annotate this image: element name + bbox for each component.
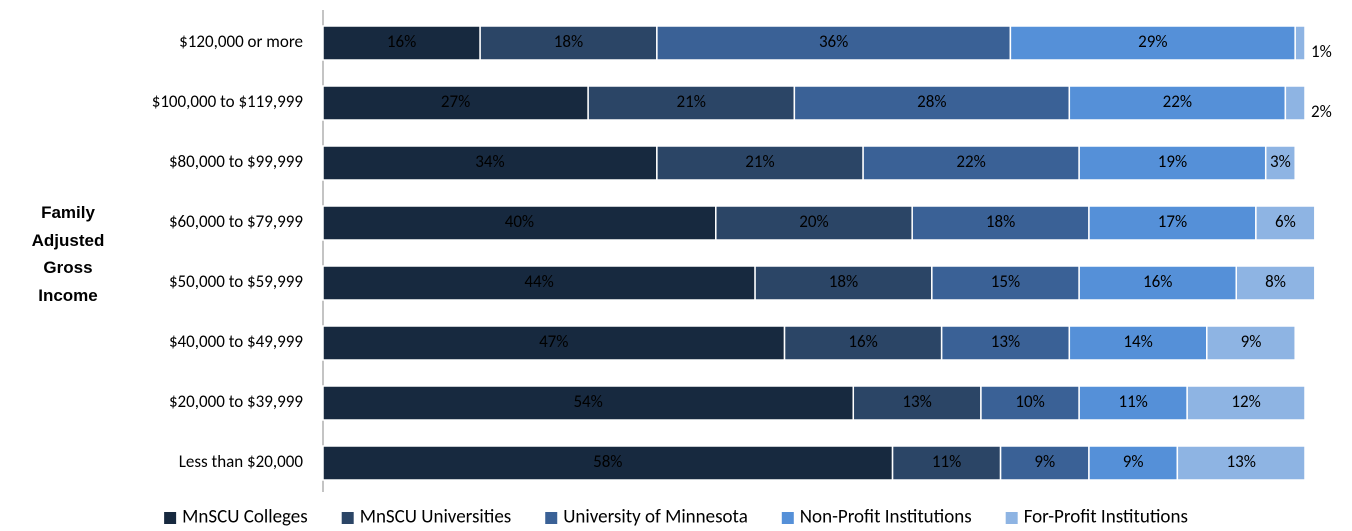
data-label: 21% bbox=[745, 151, 774, 172]
bar-segment bbox=[1255, 205, 1316, 241]
data-label: 54% bbox=[573, 391, 602, 412]
data-label: 12% bbox=[1231, 391, 1260, 412]
bar-segment bbox=[656, 145, 864, 181]
bar-segment bbox=[911, 205, 1090, 241]
y-tick-label: $100,000 to $119,999 bbox=[152, 91, 304, 112]
legend-label: University of Minnesota bbox=[563, 506, 748, 529]
legend-label: MnSCU Colleges bbox=[182, 506, 308, 529]
data-label: 2% bbox=[1311, 101, 1332, 122]
legend-label: Non-Profit Institutions bbox=[800, 506, 972, 529]
bar-segment bbox=[931, 265, 1080, 301]
data-label: 16% bbox=[387, 31, 416, 52]
data-label: 8% bbox=[1265, 271, 1286, 292]
legend-label: For-Profit Institutions bbox=[1024, 506, 1188, 529]
data-label: 34% bbox=[475, 151, 504, 172]
bar-segment bbox=[1186, 385, 1306, 421]
data-label: 13% bbox=[1226, 451, 1255, 472]
bar-segment bbox=[322, 385, 855, 421]
bar-segment bbox=[1088, 445, 1179, 481]
data-label: 10% bbox=[1015, 391, 1044, 412]
bar-segment bbox=[715, 205, 913, 241]
data-label: 9% bbox=[1034, 451, 1055, 472]
data-label: 9% bbox=[1123, 451, 1144, 472]
bar-segment bbox=[322, 445, 894, 481]
data-label: 18% bbox=[986, 211, 1015, 232]
bar-segment bbox=[852, 385, 982, 421]
data-label: 1% bbox=[1311, 41, 1332, 62]
data-label: 13% bbox=[902, 391, 931, 412]
legend-label: MnSCU Universities bbox=[360, 506, 512, 529]
bar-segment bbox=[754, 265, 933, 301]
bar-segment bbox=[1206, 325, 1296, 361]
legend-marker bbox=[164, 512, 177, 524]
data-label: 22% bbox=[1163, 91, 1192, 112]
bar-segment bbox=[1264, 145, 1296, 181]
data-label: 13% bbox=[991, 331, 1020, 352]
data-label: 20% bbox=[799, 211, 828, 232]
bar-segment bbox=[1078, 385, 1188, 421]
data-label: 17% bbox=[1158, 211, 1187, 232]
data-label: 11% bbox=[1118, 391, 1147, 412]
data-label: 3% bbox=[1270, 151, 1291, 172]
bar-segment bbox=[1068, 325, 1208, 361]
data-label: 21% bbox=[677, 91, 706, 112]
data-label: 47% bbox=[539, 331, 568, 352]
y-tick-label: $40,000 to $49,999 bbox=[169, 331, 303, 352]
y-axis-label: Family Adjusted Gross Income bbox=[31, 203, 105, 305]
data-label: 44% bbox=[524, 271, 553, 292]
bar-segment bbox=[862, 145, 1080, 181]
bar-segment bbox=[1294, 25, 1306, 61]
data-label: 40% bbox=[505, 211, 534, 232]
bar-segment bbox=[1176, 445, 1306, 481]
data-label: 15% bbox=[991, 271, 1020, 292]
y-tick-label: $120,000 or more bbox=[179, 31, 303, 52]
y-tick-label: $60,000 to $79,999 bbox=[169, 211, 303, 232]
y-tick-label: $20,000 to $39,999 bbox=[169, 391, 303, 412]
data-label: 16% bbox=[848, 331, 877, 352]
legend-marker bbox=[545, 512, 558, 524]
data-label: 14% bbox=[1123, 331, 1152, 352]
y-tick-label: Less than $20,000 bbox=[179, 451, 304, 472]
bar-segment bbox=[322, 265, 756, 301]
bar-segment bbox=[322, 325, 786, 361]
data-label: 11% bbox=[932, 451, 961, 472]
bar-segment bbox=[479, 25, 658, 61]
legend-marker bbox=[1005, 512, 1018, 524]
y-tick-label: $50,000 to $59,999 bbox=[169, 271, 303, 292]
data-label: 22% bbox=[956, 151, 985, 172]
bar-segment bbox=[1235, 265, 1316, 301]
data-label: 28% bbox=[917, 91, 946, 112]
data-label: 18% bbox=[554, 31, 583, 52]
bar-segment bbox=[322, 145, 658, 181]
bar-segment bbox=[940, 325, 1071, 361]
data-label: 18% bbox=[829, 271, 858, 292]
data-label: 36% bbox=[819, 31, 848, 52]
y-tick-label: $80,000 to $99,999 bbox=[169, 151, 303, 172]
data-label: 27% bbox=[441, 91, 470, 112]
data-label: 16% bbox=[1143, 271, 1172, 292]
bar-segment bbox=[999, 445, 1090, 481]
bar-segment bbox=[1284, 85, 1306, 121]
bar-segment bbox=[656, 25, 1012, 61]
data-label: 9% bbox=[1241, 331, 1262, 352]
data-label: 58% bbox=[593, 451, 622, 472]
data-label: 19% bbox=[1158, 151, 1187, 172]
legend-marker bbox=[781, 512, 794, 524]
legend-marker bbox=[341, 512, 354, 524]
data-label: 6% bbox=[1275, 211, 1296, 232]
bar-segment bbox=[891, 445, 1002, 481]
data-label: 29% bbox=[1138, 31, 1167, 52]
bar-segment bbox=[1088, 205, 1257, 241]
bar-segment bbox=[322, 205, 717, 241]
